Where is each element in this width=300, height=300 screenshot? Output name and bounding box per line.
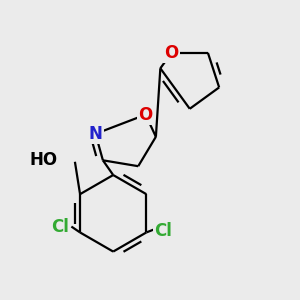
- Text: O: O: [164, 44, 179, 62]
- Text: HO: HO: [29, 151, 57, 169]
- Text: Cl: Cl: [154, 222, 172, 240]
- Text: Cl: Cl: [51, 218, 69, 236]
- Text: N: N: [88, 125, 103, 143]
- Text: O: O: [139, 106, 153, 124]
